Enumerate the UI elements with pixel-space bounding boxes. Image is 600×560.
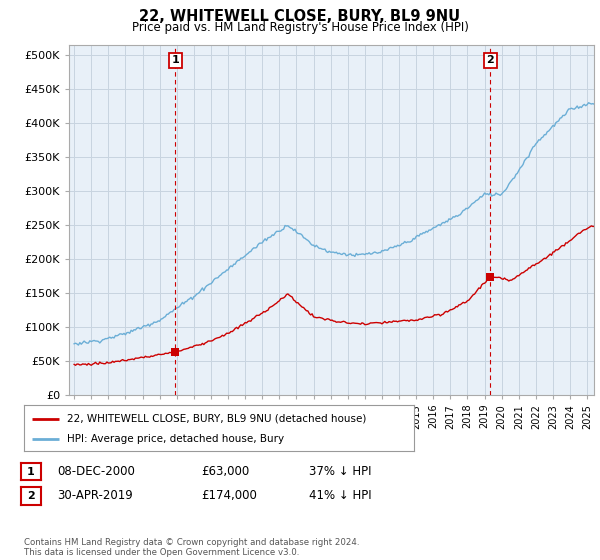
Text: £174,000: £174,000 [201, 489, 257, 502]
Text: 37% ↓ HPI: 37% ↓ HPI [309, 465, 371, 478]
Text: 41% ↓ HPI: 41% ↓ HPI [309, 489, 371, 502]
Text: 2: 2 [487, 55, 494, 66]
Text: 1: 1 [172, 55, 179, 66]
Text: 22, WHITEWELL CLOSE, BURY, BL9 9NU (detached house): 22, WHITEWELL CLOSE, BURY, BL9 9NU (deta… [67, 414, 366, 424]
Text: 2: 2 [27, 491, 35, 501]
Text: 30-APR-2019: 30-APR-2019 [57, 489, 133, 502]
Text: 1: 1 [27, 466, 35, 477]
Text: Contains HM Land Registry data © Crown copyright and database right 2024.
This d: Contains HM Land Registry data © Crown c… [24, 538, 359, 557]
Text: Price paid vs. HM Land Registry's House Price Index (HPI): Price paid vs. HM Land Registry's House … [131, 21, 469, 34]
Text: £63,000: £63,000 [201, 465, 249, 478]
Text: 22, WHITEWELL CLOSE, BURY, BL9 9NU: 22, WHITEWELL CLOSE, BURY, BL9 9NU [139, 9, 461, 24]
Text: HPI: Average price, detached house, Bury: HPI: Average price, detached house, Bury [67, 435, 284, 444]
Text: 08-DEC-2000: 08-DEC-2000 [57, 465, 135, 478]
